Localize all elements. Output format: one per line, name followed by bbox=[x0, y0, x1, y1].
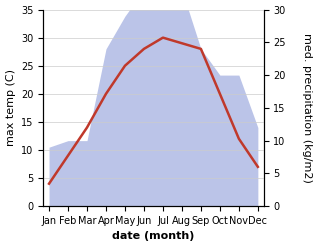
X-axis label: date (month): date (month) bbox=[112, 231, 195, 242]
Y-axis label: med. precipitation (kg/m2): med. precipitation (kg/m2) bbox=[302, 33, 313, 183]
Y-axis label: max temp (C): max temp (C) bbox=[5, 69, 16, 146]
